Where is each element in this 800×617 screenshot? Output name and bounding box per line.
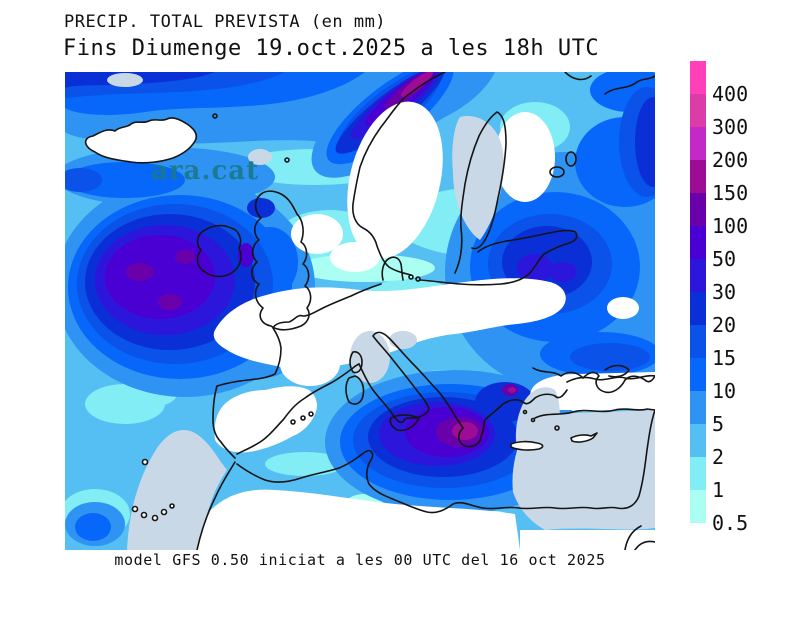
legend-segment [690,160,706,193]
legend-tick-label: 300 [712,115,749,139]
legend-tick-label: 150 [712,181,749,205]
legend-segment [690,94,706,127]
legend-tick-label: 1 [712,478,725,502]
legend-tick-label: 50 [712,247,737,271]
map-svg [65,72,655,550]
model-run-caption: model GFS 0.50 iniciat a les 00 UTC del … [114,551,606,569]
dry-areas-south [520,530,655,550]
legend-tick-label: 100 [712,214,749,238]
legend-segment [690,193,706,226]
legend-segment [690,127,706,160]
legend-segment [690,358,706,391]
legend-segment [690,391,706,424]
legend-segment [690,292,706,325]
legend-tick-label: 30 [712,280,737,304]
precip-scale-legend: 400 300 200 150 100 50 30 20 15 10 5 2 1 0.5 [690,61,780,535]
legend-segment [690,457,706,490]
legend-tick-label: 0.5 [712,511,749,535]
legend-tick-label: 2 [712,445,725,469]
ara-cat-watermark: ara.cat [151,156,260,186]
legend-segment [690,226,706,259]
legend-segment [690,61,706,94]
coastlines [84,72,655,550]
legend-tick-label: 10 [712,379,737,403]
legend-tick-label: 400 [712,82,749,106]
legend-tick-label: 15 [712,346,737,370]
legend-tick-label: 5 [712,412,725,436]
legend-segment [690,259,706,292]
legend-tick-label: 200 [712,148,749,172]
legend-bar [690,61,706,523]
precipitation-map: ara.cat [65,72,655,550]
legend-tick-label: 20 [712,313,737,337]
page-subtitle: Fins Diumenge 19.oct.2025 a les 18h UTC [63,36,600,61]
legend-labels: 400 300 200 150 100 50 30 20 15 10 5 2 1 0.5 [712,61,778,535]
legend-segment [690,490,706,523]
page-title: PRECIP. TOTAL PREVISTA (en mm) [64,12,387,32]
legend-segment [690,424,706,457]
legend-segment [690,325,706,358]
